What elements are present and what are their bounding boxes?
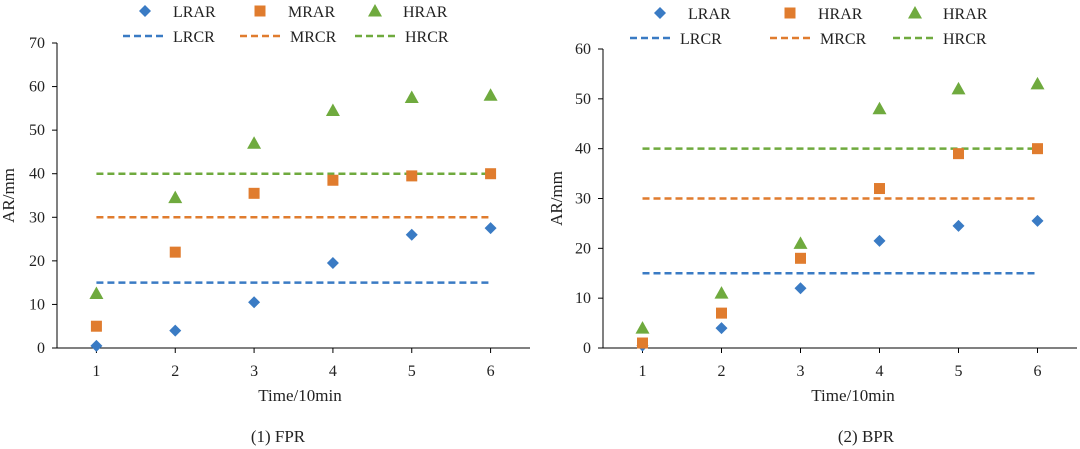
legend-marker-triangle bbox=[368, 4, 382, 17]
data-point-diamond bbox=[715, 322, 728, 335]
legend-label: MRCR bbox=[820, 31, 867, 48]
data-point-triangle bbox=[483, 88, 498, 101]
panel-caption: (2) BPR bbox=[838, 427, 895, 446]
x-tick-label: 4 bbox=[876, 363, 884, 380]
data-point-triangle bbox=[404, 90, 419, 103]
panel-fpr: 0 10 20 30 40 50 60 70 1 2 3 4 5 6 Time/10min AR/mm (1) … bbox=[0, 4, 530, 446]
data-point-triangle bbox=[635, 321, 650, 334]
data-point-square bbox=[485, 168, 497, 180]
y-tick-label: 0 bbox=[583, 340, 591, 357]
y-tick-label: 60 bbox=[575, 41, 591, 58]
legend-label: HRAR bbox=[943, 6, 988, 23]
x-axis-title: Time/10min bbox=[258, 386, 342, 405]
panel-caption: (1) FPR bbox=[251, 427, 306, 446]
legend-marker-square bbox=[254, 5, 266, 17]
y-tick-label: 70 bbox=[29, 35, 45, 52]
data-point-diamond bbox=[248, 296, 261, 309]
y-tick-label: 40 bbox=[29, 166, 45, 183]
data-point-square bbox=[406, 170, 418, 182]
data-point-diamond bbox=[405, 228, 418, 241]
data-point-square bbox=[327, 174, 339, 186]
data-point-square bbox=[1032, 143, 1043, 155]
data-point-triangle bbox=[793, 236, 808, 249]
y-tick-label: 50 bbox=[575, 91, 591, 108]
x-tick-label: 1 bbox=[92, 363, 100, 380]
legend-label: LRCR bbox=[680, 31, 722, 48]
data-point-square bbox=[874, 183, 885, 195]
x-tick-label: 6 bbox=[487, 363, 495, 380]
data-point-square bbox=[90, 320, 102, 332]
y-axis-title: AR/mm bbox=[547, 171, 566, 226]
x-tick-label: 1 bbox=[639, 363, 647, 380]
x-tick-label: 5 bbox=[955, 363, 963, 380]
legend-marker-diamond bbox=[139, 5, 151, 17]
data-point-diamond bbox=[326, 257, 339, 270]
data-point-triangle bbox=[168, 190, 183, 204]
legend-label: HRAR bbox=[403, 4, 448, 21]
y-tick-label: 10 bbox=[575, 290, 591, 307]
legend-label: MRAR bbox=[288, 4, 335, 21]
data-point-diamond bbox=[873, 234, 886, 247]
x-tick-label: 3 bbox=[250, 363, 258, 380]
legend-label: HRAR bbox=[818, 6, 863, 23]
data-point-triangle bbox=[1030, 76, 1045, 90]
x-tick-label: 6 bbox=[1034, 363, 1042, 380]
x-axis-title: Time/10min bbox=[811, 386, 895, 405]
data-point-triangle bbox=[89, 286, 104, 300]
legend-label: HRCR bbox=[943, 31, 987, 48]
data-point-square bbox=[248, 187, 260, 199]
data-point-triangle bbox=[325, 103, 340, 117]
data-point-triangle bbox=[872, 101, 887, 115]
data-point-square bbox=[637, 337, 648, 349]
data-point-triangle bbox=[714, 286, 729, 299]
legend-label: LRCR bbox=[173, 29, 215, 46]
y-tick-label: 60 bbox=[29, 79, 45, 96]
legend-label: HRCR bbox=[405, 29, 449, 46]
data-point-triangle bbox=[951, 81, 966, 95]
y-tick-label: 10 bbox=[29, 296, 45, 313]
legend-marker-square bbox=[784, 7, 796, 19]
y-tick-label: 30 bbox=[29, 209, 45, 226]
data-point-square bbox=[716, 307, 727, 319]
data-point-square bbox=[953, 148, 964, 160]
x-tick-label: 4 bbox=[329, 363, 337, 380]
legend-marker-diamond bbox=[654, 7, 666, 19]
y-tick-label: 20 bbox=[575, 240, 591, 257]
y-axis-title: AR/mm bbox=[0, 168, 18, 223]
data-point-triangle bbox=[247, 136, 262, 149]
x-tick-label: 3 bbox=[797, 363, 805, 380]
y-tick-label: 40 bbox=[575, 141, 591, 158]
data-point-diamond bbox=[169, 324, 182, 337]
x-tick-label: 5 bbox=[408, 363, 416, 380]
data-point-square bbox=[169, 246, 181, 258]
panel-bpr: 0 10 20 30 40 50 60 1 2 3 4 5 6 Time/10min AR/mm (2) BP… bbox=[547, 6, 1077, 446]
legend-label: LRAR bbox=[173, 4, 216, 21]
data-point-diamond bbox=[90, 339, 103, 352]
y-tick-label: 50 bbox=[29, 122, 45, 139]
y-tick-label: 20 bbox=[29, 253, 45, 270]
legend-label: MRCR bbox=[290, 29, 337, 46]
y-tick-label: 0 bbox=[37, 340, 45, 357]
data-point-diamond bbox=[1031, 214, 1044, 227]
data-point-square bbox=[795, 252, 806, 264]
legend-label: LRAR bbox=[688, 6, 731, 23]
y-tick-label: 30 bbox=[575, 191, 591, 208]
x-tick-label: 2 bbox=[171, 363, 179, 380]
x-tick-label: 2 bbox=[718, 363, 726, 380]
legend-marker-triangle bbox=[908, 6, 922, 19]
data-point-diamond bbox=[794, 282, 807, 295]
data-point-diamond bbox=[952, 219, 965, 232]
data-point-diamond bbox=[484, 222, 497, 235]
